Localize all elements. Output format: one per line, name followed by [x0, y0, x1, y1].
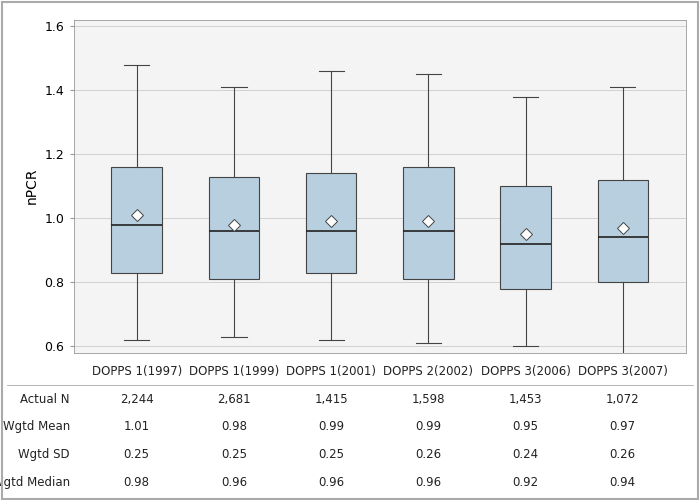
Text: DOPPS 2(2002): DOPPS 2(2002): [384, 365, 473, 378]
PathPatch shape: [598, 180, 648, 282]
Text: DOPPS 1(2001): DOPPS 1(2001): [286, 365, 376, 378]
Text: Wgtd Mean: Wgtd Mean: [3, 420, 70, 433]
Text: 0.99: 0.99: [318, 420, 344, 433]
Text: 0.98: 0.98: [221, 420, 247, 433]
PathPatch shape: [306, 174, 356, 272]
Text: Wgtd Median: Wgtd Median: [0, 476, 70, 488]
Text: DOPPS 1(1999): DOPPS 1(1999): [189, 365, 279, 378]
Text: DOPPS 3(2007): DOPPS 3(2007): [578, 365, 668, 378]
Text: 0.25: 0.25: [318, 448, 344, 461]
Text: 0.25: 0.25: [124, 448, 150, 461]
Text: Wgtd SD: Wgtd SD: [18, 448, 70, 461]
Text: 0.96: 0.96: [221, 476, 247, 488]
Text: Actual N: Actual N: [20, 392, 70, 406]
Text: 0.24: 0.24: [512, 448, 538, 461]
Text: 0.26: 0.26: [610, 448, 636, 461]
Text: 0.26: 0.26: [415, 448, 442, 461]
Text: 0.97: 0.97: [610, 420, 636, 433]
Text: 1,453: 1,453: [509, 392, 542, 406]
Text: 0.99: 0.99: [415, 420, 442, 433]
Text: DOPPS 3(2006): DOPPS 3(2006): [481, 365, 570, 378]
Text: 2,681: 2,681: [217, 392, 251, 406]
PathPatch shape: [500, 186, 551, 288]
Text: 0.25: 0.25: [221, 448, 247, 461]
Text: 1.01: 1.01: [124, 420, 150, 433]
Text: 0.95: 0.95: [512, 420, 538, 433]
Y-axis label: nPCR: nPCR: [25, 168, 39, 204]
PathPatch shape: [209, 176, 259, 279]
PathPatch shape: [111, 167, 162, 272]
Text: 1,598: 1,598: [412, 392, 445, 406]
Text: 0.96: 0.96: [415, 476, 442, 488]
Text: 0.92: 0.92: [512, 476, 538, 488]
Text: 0.98: 0.98: [124, 476, 150, 488]
Text: 0.96: 0.96: [318, 476, 344, 488]
PathPatch shape: [403, 167, 454, 279]
Text: 0.94: 0.94: [610, 476, 636, 488]
Text: DOPPS 1(1997): DOPPS 1(1997): [92, 365, 182, 378]
Text: 1,415: 1,415: [314, 392, 348, 406]
Text: 1,072: 1,072: [606, 392, 640, 406]
Text: 2,244: 2,244: [120, 392, 153, 406]
